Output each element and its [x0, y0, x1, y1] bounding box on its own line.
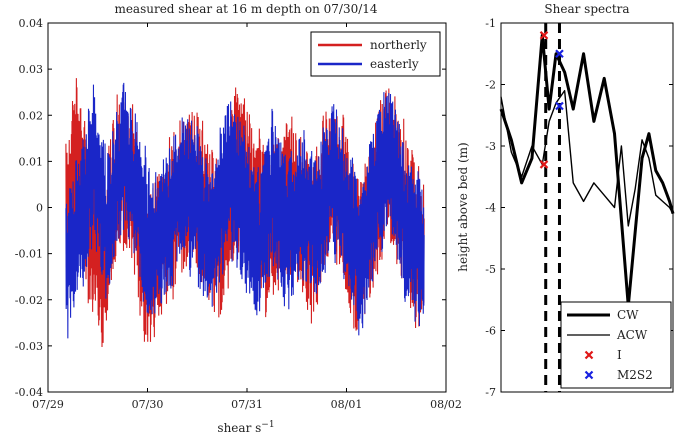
legend-label-northerly: northerly [370, 38, 427, 52]
right-legend: CW ACW I M2S2 [560, 301, 672, 389]
right-y-tick-label: -4 [485, 202, 496, 215]
right-y-axis-label: height above bed (m) [456, 142, 470, 272]
marker-m2s2 [555, 101, 564, 111]
left-y-tick-label: -0.01 [15, 248, 43, 261]
right-chart-title: Shear spectra [544, 2, 629, 16]
right-y-tick-label: -1 [485, 17, 496, 30]
series-line-easterly [65, 82, 425, 339]
legend-label-cw: CW [617, 308, 639, 322]
right-axis-ticks: -7 -6 -5 -4 -3 -2 -1 [485, 17, 673, 399]
left-legend: northerly easterly [310, 31, 441, 77]
series-line-cw [499, 33, 675, 308]
left-y-tick-label: 0.04 [19, 17, 44, 30]
right-y-tick-label: -6 [485, 325, 496, 338]
legend-x-i [584, 350, 594, 360]
legend-marker-i [584, 350, 594, 360]
right-y-tick-label: -5 [485, 263, 496, 276]
right-y-tick-label: -7 [485, 386, 496, 399]
left-legend-box [310, 31, 441, 77]
marker-m2s2-stroke-b [555, 101, 564, 111]
left-plot-area [65, 78, 425, 348]
left-y-tick-label: 0.01 [19, 155, 44, 168]
left-x-tick-label: 07/30 [132, 398, 164, 411]
legend-x-m2s2-stroke-b [584, 370, 594, 380]
left-y-tick-label: -0.02 [15, 294, 43, 307]
legend-label-m2s2: M2S2 [617, 368, 653, 382]
left-x-axis-label: shear s−1 [217, 420, 274, 435]
left-y-tick-label: -0.04 [15, 386, 43, 399]
left-x-tick-label: 08/02 [430, 398, 462, 411]
left-axis-ticks: 07/29 07/30 07/31 08/01 08/02 -0.04 -0.03 -0.02… [15, 17, 462, 411]
shear-spectra-chart: Shear spectra -7 -6 -5 -4 -3 -2 -1 height abov… [456, 2, 675, 399]
shear-time-series-chart: measured shear at 16 m depth on 07/30/14… [15, 2, 462, 435]
legend-label-easterly: easterly [370, 57, 419, 71]
marker-i-stroke-b [539, 31, 549, 40]
legend-marker-m2s2 [584, 370, 594, 380]
right-y-tick-label: -2 [485, 79, 496, 92]
legend-label-i: I [617, 348, 622, 362]
right-plot-area [499, 23, 675, 392]
left-x-tick-label: 07/31 [231, 398, 263, 411]
right-y-tick-label: -3 [485, 140, 496, 153]
marker-m2s2 [555, 49, 564, 59]
legend-x-m2s2 [584, 370, 594, 380]
left-chart-title: measured shear at 16 m depth on 07/30/14 [114, 2, 377, 16]
left-x-tick-label: 07/29 [32, 398, 64, 411]
marker-m2s2-stroke-b [555, 49, 564, 59]
marker-i [539, 160, 549, 169]
series-line-acw [500, 89, 674, 227]
left-x-tick-label: 08/01 [331, 398, 363, 411]
left-y-tick-label: 0.03 [19, 63, 44, 76]
legend-label-acw: ACW [616, 328, 648, 342]
legend-x-i-stroke-b [584, 350, 594, 360]
left-y-tick-label: -0.03 [15, 340, 43, 353]
marker-i-stroke-b [539, 160, 549, 169]
marker-i [539, 31, 549, 40]
left-y-tick-label: 0 [36, 202, 43, 215]
left-y-tick-label: 0.02 [19, 109, 44, 122]
